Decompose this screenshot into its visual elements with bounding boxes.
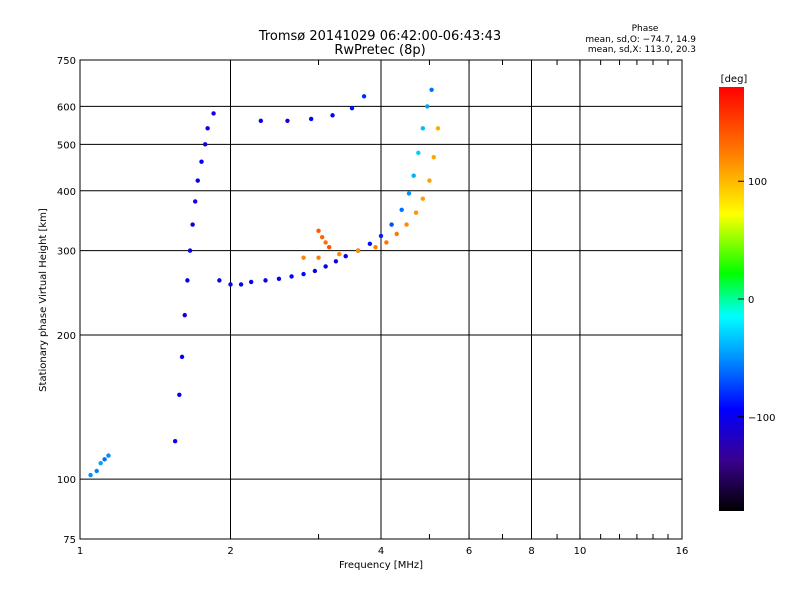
data-point: [337, 251, 342, 257]
data-point: [384, 240, 389, 245]
data-point: [323, 240, 328, 245]
stats-line-o: mean, sd,O: −74.7, 14.9: [585, 35, 696, 45]
data-point: [217, 278, 222, 283]
data-point: [399, 207, 404, 213]
data-point: [416, 150, 421, 156]
chart-title: Tromsø 20141029 06:42:00-06:43:43: [258, 29, 501, 44]
data-point: [343, 254, 348, 259]
data-point: [193, 199, 198, 204]
colorbar-ticks: 100 0 −100: [738, 177, 775, 424]
data-point: [185, 278, 190, 283]
x-tick-label: 2: [227, 546, 233, 557]
y-tick-label: 400: [57, 187, 76, 198]
grid: [80, 60, 682, 539]
data-point: [263, 278, 268, 283]
y-tick-label: 100: [57, 475, 76, 486]
data-point: [367, 241, 373, 246]
y-axis-label: Stationary phase Virtual Height [km]: [38, 208, 49, 392]
data-point: [187, 248, 193, 253]
data-point: [258, 118, 264, 123]
y-tick-label: 750: [57, 56, 76, 67]
data-point: [323, 264, 328, 269]
chart-subtitle: RwPretec (8p): [334, 43, 425, 58]
x-tick-label: 10: [574, 546, 587, 557]
data-point: [195, 178, 200, 183]
data-point: [285, 118, 290, 123]
colorbar-label: [deg]: [721, 74, 748, 85]
data-point: [420, 196, 426, 201]
data-point: [406, 191, 412, 196]
data-point: [202, 142, 208, 147]
y-tick-label: 200: [57, 331, 76, 342]
data-point: [361, 94, 367, 99]
colorbar-tick-label: 0: [748, 295, 754, 306]
data-point: [413, 210, 419, 215]
data-point: [326, 244, 332, 250]
data-point: [429, 87, 434, 92]
stats-line-x: mean, sd,X: 113.0, 20.3: [588, 45, 696, 55]
data-point: [182, 312, 187, 318]
data-point: [308, 116, 314, 122]
data-point: [238, 282, 244, 287]
data-point: [228, 282, 233, 287]
x-axis-label: Frequency [MHz]: [339, 560, 423, 571]
data-point: [102, 457, 107, 462]
data-point: [179, 354, 185, 360]
y-tick-label: 500: [57, 140, 76, 151]
data-point: [88, 472, 93, 478]
data-point: [349, 105, 355, 111]
colorbar-tick-label: −100: [748, 413, 775, 424]
data-points: [88, 87, 441, 478]
colorbar-tick-label: 100: [748, 177, 767, 188]
data-point: [211, 111, 216, 116]
stats-header: Phase: [632, 24, 659, 34]
x-tick-label: 1: [77, 546, 83, 557]
data-point: [98, 460, 103, 466]
data-point: [355, 248, 361, 253]
data-point: [427, 178, 432, 183]
data-point: [301, 255, 306, 260]
data-point: [435, 126, 441, 131]
data-point: [312, 268, 318, 274]
y-tick-label: 300: [57, 247, 76, 258]
data-point: [289, 274, 294, 279]
data-point: [301, 271, 306, 277]
data-point: [330, 113, 335, 118]
data-point: [373, 244, 378, 250]
data-point: [333, 259, 339, 264]
data-point: [316, 255, 321, 260]
data-point: [248, 279, 254, 285]
axis-ticks: 1 2 4 6 8 10 16 75 100 200 300 400 500 600 750: [57, 56, 688, 557]
y-tick-label: 600: [57, 102, 76, 113]
data-point: [106, 453, 111, 458]
y-tick-label: 75: [63, 535, 76, 546]
data-point: [190, 222, 195, 227]
data-point: [205, 126, 210, 131]
data-point: [94, 468, 99, 474]
data-point: [431, 155, 436, 160]
data-point: [378, 233, 384, 239]
data-point: [177, 392, 182, 398]
data-point: [172, 439, 178, 444]
x-tick-label: 16: [676, 546, 689, 557]
data-point: [276, 276, 282, 281]
data-point: [394, 231, 399, 237]
data-point: [316, 228, 321, 233]
data-point: [389, 222, 394, 227]
data-point: [404, 222, 409, 227]
x-tick-label: 8: [528, 546, 534, 557]
data-point: [411, 173, 416, 178]
data-point: [199, 159, 204, 164]
data-point: [319, 234, 325, 240]
x-tick-label: 6: [466, 546, 472, 557]
x-tick-label: 4: [378, 546, 384, 557]
data-point: [420, 126, 426, 131]
data-point: [425, 104, 430, 109]
